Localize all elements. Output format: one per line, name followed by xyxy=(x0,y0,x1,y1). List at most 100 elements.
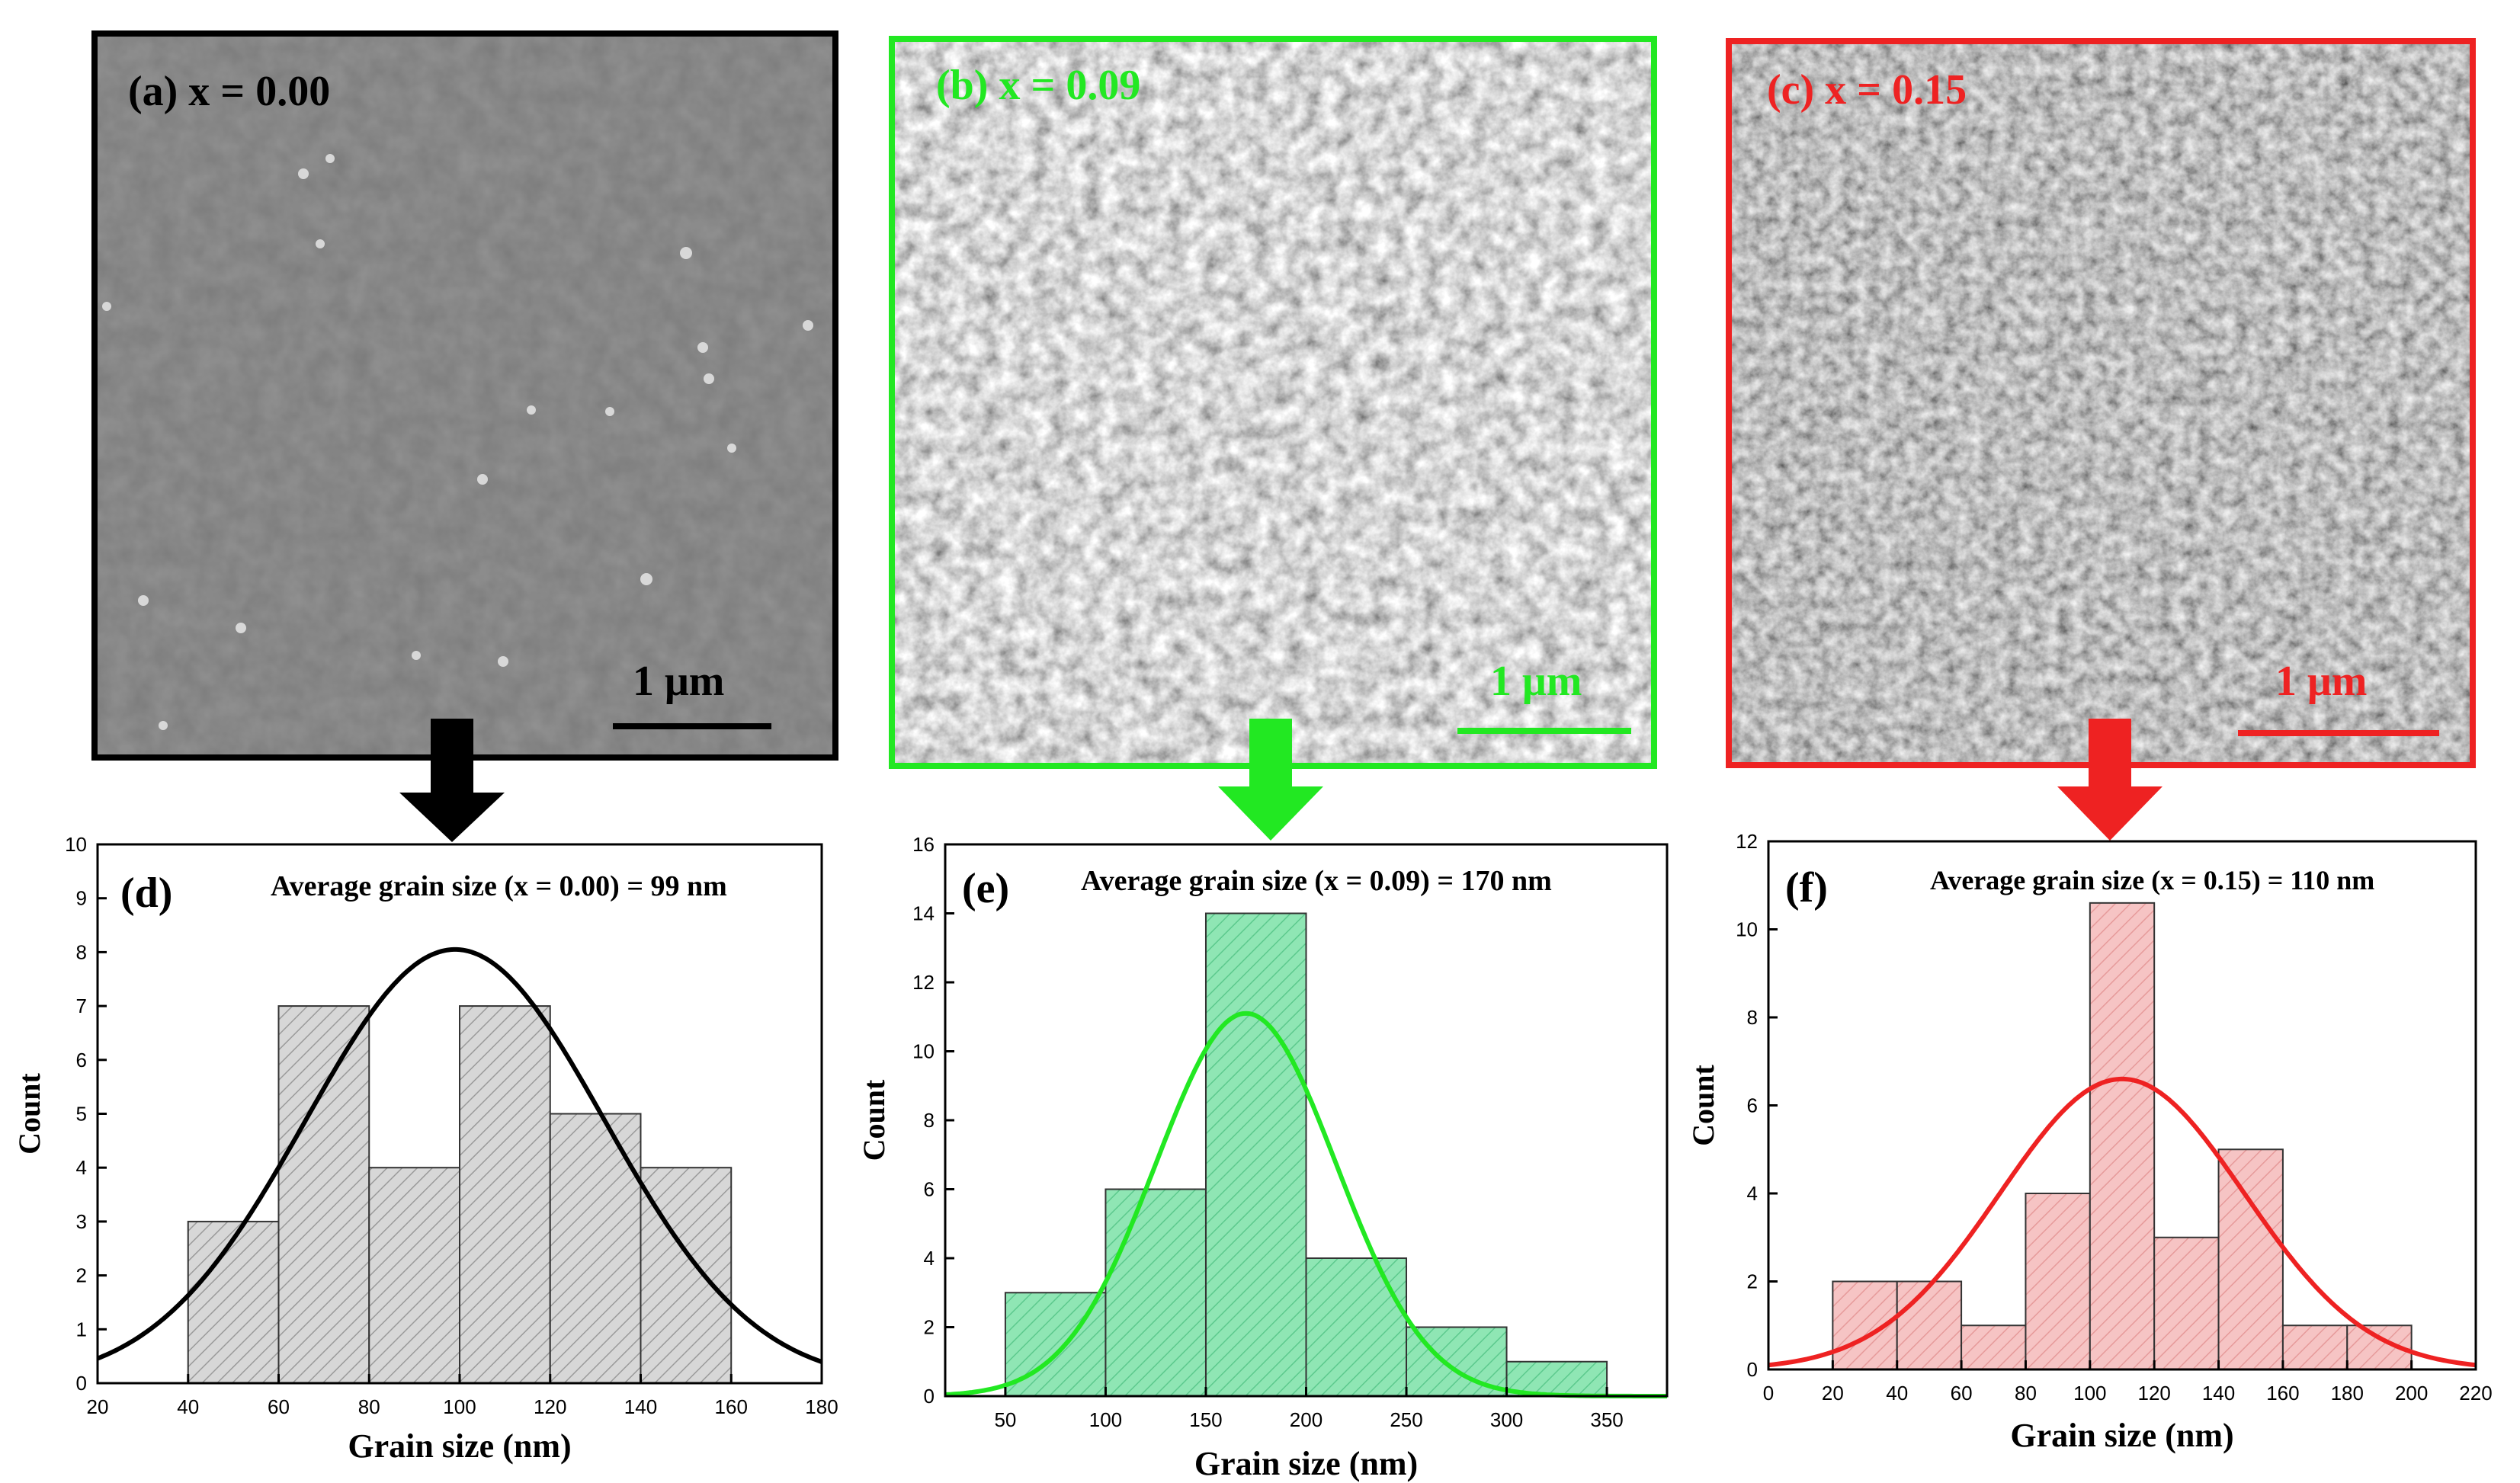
x-axis-label-f: Grain size (nm) xyxy=(2010,1417,2233,1454)
x-tick-label-f: 40 xyxy=(1886,1382,1908,1405)
x-tick-label-e: 100 xyxy=(1089,1408,1122,1431)
x-tick-label-f: 120 xyxy=(2137,1382,2170,1405)
histogram-bar-e-5 xyxy=(1505,1360,1608,1397)
sem-label-a: (a) x = 0.00 xyxy=(128,68,330,115)
histogram-bar-f-3 xyxy=(2025,1193,2091,1370)
x-tick-label-f: 200 xyxy=(2395,1382,2428,1405)
y-tick-label-f: 6 xyxy=(1747,1094,1758,1117)
chart-title-f: Average grain size (x = 0.15) = 110 nm xyxy=(1930,865,2374,895)
histogram-chart-d: 20 40 60 80 100 120 140 160 180 0 1 2 3 4 5 6 7 8 9 10 (d) Av… xyxy=(12,833,838,1465)
gaussian-fit-line-e xyxy=(944,1011,1667,1398)
y-tick-label-e: 0 xyxy=(924,1385,935,1408)
chart-title-e: Average grain size (x = 0.09) = 170 nm xyxy=(1081,865,1552,897)
x-tick-label-f: 220 xyxy=(2459,1382,2492,1405)
histogram-bar-f-1 xyxy=(1896,1280,1963,1370)
histogram-chart-f: 0 20 40 60 80 100 120 140 160 180 200 220 0 2 4 6 8 10 12 (… xyxy=(1686,830,2493,1454)
y-tick-label-f: 8 xyxy=(1747,1006,1758,1029)
histogram-bar-d-0 xyxy=(187,1220,280,1385)
y-axis-label-d: Count xyxy=(12,1072,46,1154)
histogram-bar-f-2 xyxy=(1961,1324,2027,1370)
arrow-down-icon xyxy=(399,719,505,842)
histogram-bar-d-1 xyxy=(277,1005,370,1384)
x-tick-label-f: 20 xyxy=(1822,1382,1844,1405)
x-tick-label-f: 140 xyxy=(2202,1382,2235,1405)
y-tick-label-d: 6 xyxy=(76,1049,87,1071)
x-tick-label-f: 80 xyxy=(2015,1382,2037,1405)
histogram-bar-e-3 xyxy=(1305,1257,1408,1397)
x-tick-label-e: 150 xyxy=(1189,1408,1222,1431)
y-tick-label-d: 8 xyxy=(76,940,87,963)
y-tick-label-d: 10 xyxy=(65,833,87,856)
x-tick-label-f: 60 xyxy=(1951,1382,1973,1405)
y-tick-label-e: 8 xyxy=(924,1109,935,1132)
x-tick-label-f: 0 xyxy=(1763,1382,1774,1405)
y-tick-label-d: 4 xyxy=(76,1156,87,1179)
y-tick-label-e: 10 xyxy=(912,1040,935,1063)
panel-label-d: (d) xyxy=(120,870,172,917)
y-tick-label-f: 0 xyxy=(1747,1358,1758,1381)
y-tick-label-e: 4 xyxy=(924,1247,935,1270)
scalebar-label-c: 1 μm xyxy=(2275,658,2367,705)
histogram-bar-d-3 xyxy=(459,1005,551,1384)
y-tick-label-e: 16 xyxy=(912,833,935,856)
arrow-down-icon xyxy=(2057,719,2163,841)
x-tick-label-d: 100 xyxy=(443,1395,476,1418)
x-tick-label-d: 140 xyxy=(624,1395,657,1418)
y-tick-label-f: 10 xyxy=(1736,918,1758,941)
scalebar-label-b: 1 μm xyxy=(1490,658,1582,705)
sem-label-c: (c) x = 0.15 xyxy=(1767,66,1967,114)
y-axis-label-f: Count xyxy=(1686,1064,1720,1145)
y-axis-label-e: Count xyxy=(857,1079,891,1161)
histogram-bar-f-6 xyxy=(2217,1148,2284,1370)
panel-label-e: (e) xyxy=(962,865,1009,912)
x-tick-label-f: 160 xyxy=(2266,1382,2299,1405)
x-tick-label-f: 100 xyxy=(2073,1382,2106,1405)
x-axis-label-d: Grain size (nm) xyxy=(348,1427,571,1465)
x-tick-label-f: 180 xyxy=(2331,1382,2364,1405)
x-tick-label-e: 50 xyxy=(994,1408,1016,1431)
x-tick-label-d: 80 xyxy=(358,1395,380,1418)
histogram-bar-d-5 xyxy=(640,1167,733,1384)
y-tick-label-d: 1 xyxy=(76,1318,87,1340)
sem-panel-b: (b) x = 0.09 1 μm xyxy=(889,36,1657,769)
x-tick-label-d: 20 xyxy=(87,1395,109,1418)
sem-panel-a: (a) x = 0.00 1 μm xyxy=(91,30,838,761)
sem-image-b xyxy=(895,42,1651,763)
x-tick-label-d: 120 xyxy=(534,1395,566,1418)
histogram-bar-d-4 xyxy=(549,1113,642,1384)
y-tick-label-e: 12 xyxy=(912,971,935,994)
sem-panel-c: (c) x = 0.15 1 μm xyxy=(1726,38,2476,768)
gaussian-fit-line-d xyxy=(96,946,822,1364)
histogram-bar-f-5 xyxy=(2153,1236,2220,1370)
x-tick-label-d: 40 xyxy=(177,1395,199,1418)
x-tick-label-d: 180 xyxy=(805,1395,838,1418)
histogram-bar-d-2 xyxy=(368,1167,460,1384)
histogram-chart-e: 50 100 150 200 250 300 350 0 2 4 6 8 10 12 14 16 (e) Aver… xyxy=(857,833,1669,1482)
y-tick-label-d: 9 xyxy=(76,887,87,910)
y-tick-label-f: 4 xyxy=(1747,1182,1758,1205)
histogram-bar-e-2 xyxy=(1204,912,1307,1397)
histogram-bar-e-1 xyxy=(1105,1188,1207,1397)
histogram-bar-f-7 xyxy=(2281,1324,2348,1370)
x-tick-label-e: 200 xyxy=(1290,1408,1323,1431)
x-tick-label-e: 300 xyxy=(1490,1408,1523,1431)
y-tick-label-d: 3 xyxy=(76,1210,87,1233)
y-tick-label-d: 5 xyxy=(76,1103,87,1126)
chart-title-d: Average grain size (x = 0.00) = 99 nm xyxy=(271,870,727,902)
sem-particles-a xyxy=(102,154,813,730)
arrow-down-icon xyxy=(1218,719,1323,841)
y-tick-label-d: 0 xyxy=(76,1372,87,1395)
y-tick-label-f: 2 xyxy=(1747,1270,1758,1293)
x-tick-label-d: 160 xyxy=(715,1395,748,1418)
x-tick-label-e: 250 xyxy=(1390,1408,1422,1431)
y-tick-label-e: 2 xyxy=(924,1316,935,1339)
sem-label-b: (b) x = 0.09 xyxy=(936,62,1140,109)
panel-label-f: (f) xyxy=(1785,864,1828,911)
x-axis-label-e: Grain size (nm) xyxy=(1194,1445,1418,1482)
y-tick-label-d: 2 xyxy=(76,1264,87,1287)
y-tick-label-f: 12 xyxy=(1736,830,1758,853)
scalebar-label-a: 1 μm xyxy=(633,658,724,705)
gaussian-fit-line-f xyxy=(1768,1076,2477,1368)
sem-image-c xyxy=(1732,44,2470,762)
